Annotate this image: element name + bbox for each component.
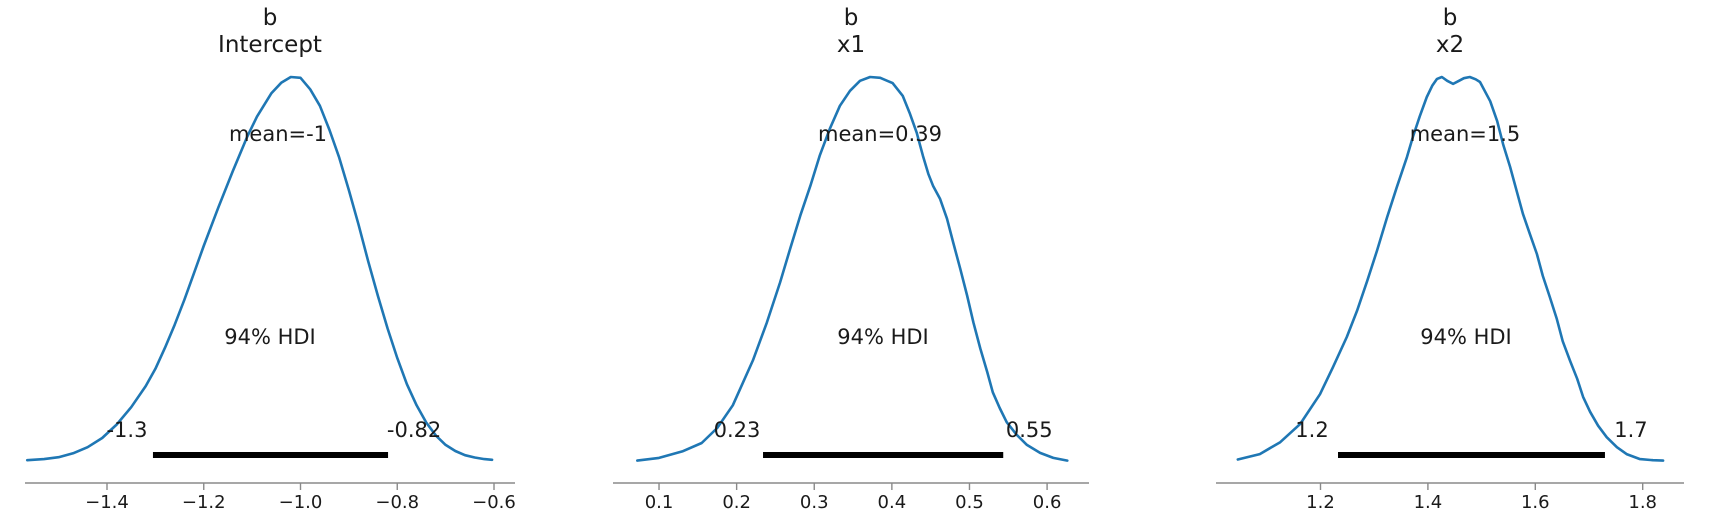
- hdi-interval-label: 94% HDI: [224, 325, 316, 349]
- posterior-panel-x2-svg: 1.2 1.4 1.6 1.8 1.2 1.7 94% HDI mean=1.5 bx2: [1216, 5, 1684, 513]
- hdi-lower-label: 1.2: [1295, 418, 1328, 442]
- hdi-upper-label: 0.55: [1006, 418, 1053, 442]
- x-tick-label: −1.4: [85, 492, 129, 513]
- kde-curve: [1236, 75, 1665, 462]
- posterior-panel-intercept-svg: −1.4 −1.2 −1.0 −0.8 −0.6 -1.3 -0.82 94% HDI mean…: [25, 5, 516, 513]
- panel-title-line1: b: [1443, 5, 1458, 31]
- x-tick-label: 0.5: [955, 492, 984, 513]
- x-tick-label: 1.6: [1521, 492, 1550, 513]
- mean-label: mean=0.39: [818, 122, 942, 146]
- x-tick-label: −1.2: [182, 492, 226, 513]
- x-tick-label: 1.2: [1306, 492, 1335, 513]
- panel-title-line2: x1: [837, 32, 865, 58]
- x-tick-label: 0.3: [800, 492, 829, 513]
- kde-curve: [636, 75, 1069, 462]
- x-tick-label: 0.4: [878, 492, 907, 513]
- posterior-panel-x2: 1.2 1.4 1.6 1.8 1.2 1.7 94% HDI mean=1.5 b x2: [1154, 0, 1731, 522]
- hdi-upper-label: -0.82: [387, 418, 441, 442]
- x-tick-label: 1.8: [1628, 492, 1657, 513]
- mean-label: mean=1.5: [1410, 122, 1521, 146]
- panel-title-line2: x2: [1436, 32, 1464, 58]
- mean-label: mean=-1: [229, 122, 327, 146]
- panel-title-line2: Intercept: [218, 32, 322, 58]
- hdi-upper-label: 1.7: [1614, 418, 1647, 442]
- panel-title-line1: b: [844, 5, 859, 31]
- posterior-panel-intercept: −1.4 −1.2 −1.0 −0.8 −0.6 -1.3 -0.82 94% HDI mean…: [0, 0, 577, 522]
- kde-curve: [25, 75, 494, 462]
- panel-title-line1: b: [263, 5, 278, 31]
- posterior-panel-x1: 0.1 0.2 0.3 0.4 0.5 0.6 0.23 0.55 94% HDI mean=0.…: [577, 0, 1154, 522]
- x-tick-label: −0.8: [375, 492, 419, 513]
- x-tick-label: 1.4: [1414, 492, 1443, 513]
- x-tick-label: 0.6: [1033, 492, 1062, 513]
- hdi-interval-label: 94% HDI: [837, 325, 929, 349]
- posterior-panel-x1-svg: 0.1 0.2 0.3 0.4 0.5 0.6 0.23 0.55 94% HDI mean=0.…: [613, 5, 1089, 513]
- x-tick-label: 0.1: [645, 492, 674, 513]
- hdi-interval-label: 94% HDI: [1420, 325, 1512, 349]
- hdi-lower-label: 0.23: [714, 418, 761, 442]
- x-tick-label: −0.6: [472, 492, 516, 513]
- x-tick-label: 0.2: [722, 492, 751, 513]
- x-tick-label: −1.0: [279, 492, 323, 513]
- hdi-lower-label: -1.3: [106, 418, 147, 442]
